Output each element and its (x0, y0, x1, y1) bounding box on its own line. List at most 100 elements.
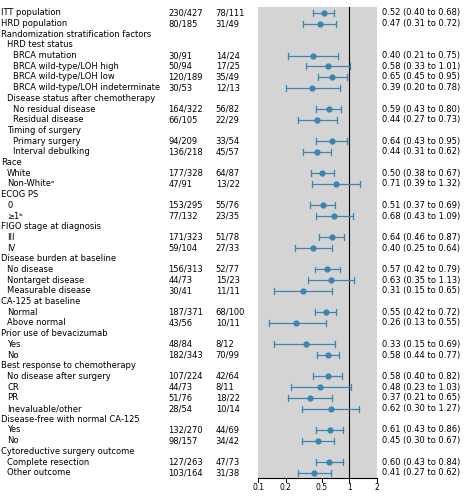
Text: 0.57 (0.42 to 0.79): 0.57 (0.42 to 0.79) (382, 265, 460, 274)
Text: 0.61 (0.43 to 0.86): 0.61 (0.43 to 0.86) (382, 426, 460, 435)
Text: 0.68 (0.43 to 1.09): 0.68 (0.43 to 1.09) (382, 212, 460, 221)
Text: 94/209: 94/209 (168, 137, 197, 146)
Text: 59/104: 59/104 (168, 244, 197, 252)
Text: 78/111: 78/111 (216, 8, 245, 17)
Text: 0.31 (0.15 to 0.65): 0.31 (0.15 to 0.65) (382, 286, 460, 295)
Text: 0.52 (0.40 to 0.68): 0.52 (0.40 to 0.68) (382, 8, 460, 17)
Text: BRCA mutation: BRCA mutation (13, 51, 77, 60)
Text: 127/263: 127/263 (168, 458, 203, 467)
Text: 230/427: 230/427 (168, 8, 203, 17)
Text: 70/99: 70/99 (216, 351, 240, 360)
Text: 0.33 (0.15 to 0.69): 0.33 (0.15 to 0.69) (382, 340, 460, 349)
Text: 80/185: 80/185 (168, 19, 198, 28)
Text: BRCA wild-type/LOH indeterminate: BRCA wild-type/LOH indeterminate (13, 83, 160, 92)
Text: 34/42: 34/42 (216, 436, 240, 445)
Bar (258, 7, 377, 478)
Text: Race: Race (1, 158, 22, 167)
Text: 44/73: 44/73 (168, 275, 192, 285)
Text: 98/157: 98/157 (168, 436, 198, 445)
Text: 30/53: 30/53 (168, 83, 192, 92)
Text: 0.41 (0.27 to 0.62): 0.41 (0.27 to 0.62) (382, 468, 460, 477)
Text: 0.39 (0.20 to 0.78): 0.39 (0.20 to 0.78) (382, 83, 460, 92)
Text: No disease after surgery: No disease after surgery (7, 372, 111, 381)
Text: 0.51 (0.37 to 0.69): 0.51 (0.37 to 0.69) (382, 201, 460, 210)
Text: 44/69: 44/69 (216, 426, 240, 435)
Text: 48/84: 48/84 (168, 340, 192, 349)
Text: 15/23: 15/23 (216, 275, 240, 285)
Text: 0.5: 0.5 (316, 483, 328, 492)
Text: No disease: No disease (7, 265, 54, 274)
Text: 107/224: 107/224 (168, 372, 203, 381)
Text: 156/313: 156/313 (168, 265, 203, 274)
Text: Measurable disease: Measurable disease (7, 286, 91, 295)
Text: Inevaluable/other: Inevaluable/other (7, 404, 82, 413)
Text: 0.64 (0.43 to 0.95): 0.64 (0.43 to 0.95) (382, 137, 460, 146)
Text: 17/25: 17/25 (216, 62, 240, 71)
Text: Non-Whiteᵃ: Non-Whiteᵃ (7, 180, 55, 189)
Text: 0.58 (0.33 to 1.01): 0.58 (0.33 to 1.01) (382, 62, 460, 71)
Text: Other outcome: Other outcome (7, 468, 71, 477)
Text: 8/12: 8/12 (216, 340, 235, 349)
Text: 22/29: 22/29 (216, 115, 239, 124)
Text: 171/323: 171/323 (168, 233, 203, 242)
Text: 52/77: 52/77 (216, 265, 240, 274)
Text: 0.48 (0.23 to 1.03): 0.48 (0.23 to 1.03) (382, 383, 460, 392)
Text: 13/22: 13/22 (216, 180, 240, 189)
Text: BRCA wild-type/LOH high: BRCA wild-type/LOH high (13, 62, 119, 71)
Text: 47/91: 47/91 (168, 180, 192, 189)
Text: 136/218: 136/218 (168, 147, 203, 156)
Text: 0.26 (0.13 to 0.55): 0.26 (0.13 to 0.55) (382, 318, 460, 327)
Text: 177/328: 177/328 (168, 169, 203, 178)
Text: 8/11: 8/11 (216, 383, 235, 392)
Text: CA-125 at baseline: CA-125 at baseline (1, 297, 80, 306)
Text: 43/56: 43/56 (168, 318, 192, 327)
Text: No: No (7, 351, 18, 360)
Text: 0.50 (0.38 to 0.67): 0.50 (0.38 to 0.67) (382, 169, 460, 178)
Text: Disease-free with normal CA-125: Disease-free with normal CA-125 (1, 415, 139, 424)
Text: 44/73: 44/73 (168, 383, 192, 392)
Text: Residual disease: Residual disease (13, 115, 84, 124)
Text: 0.63 (0.35 to 1.13): 0.63 (0.35 to 1.13) (382, 275, 460, 285)
Text: 64/87: 64/87 (216, 169, 240, 178)
Text: PR: PR (7, 393, 18, 402)
Text: FIGO stage at diagnosis: FIGO stage at diagnosis (1, 222, 101, 231)
Text: 182/343: 182/343 (168, 351, 203, 360)
Text: 27/33: 27/33 (216, 244, 240, 252)
Text: 0.47 (0.31 to 0.72): 0.47 (0.31 to 0.72) (382, 19, 460, 28)
Text: 0.59 (0.43 to 0.80): 0.59 (0.43 to 0.80) (382, 105, 460, 114)
Text: 132/270: 132/270 (168, 426, 203, 435)
Text: 33/54: 33/54 (216, 137, 240, 146)
Text: 10/11: 10/11 (216, 318, 239, 327)
Text: 14/24: 14/24 (216, 51, 239, 60)
Text: Above normal: Above normal (7, 318, 66, 327)
Text: 164/322: 164/322 (168, 105, 203, 114)
Text: 30/41: 30/41 (168, 286, 192, 295)
Text: 12/13: 12/13 (216, 83, 240, 92)
Text: 0.58 (0.40 to 0.82): 0.58 (0.40 to 0.82) (382, 372, 460, 381)
Text: No: No (7, 436, 18, 445)
Text: 10/14: 10/14 (216, 404, 239, 413)
Text: 0.40 (0.25 to 0.64): 0.40 (0.25 to 0.64) (382, 244, 460, 252)
Text: HRD population: HRD population (1, 19, 67, 28)
Text: Best response to chemotherapy: Best response to chemotherapy (1, 361, 136, 370)
Text: 47/73: 47/73 (216, 458, 240, 467)
Text: 66/105: 66/105 (168, 115, 198, 124)
Text: No residual disease: No residual disease (13, 105, 96, 114)
Text: Randomization stratification factors: Randomization stratification factors (1, 30, 151, 39)
Text: 31/49: 31/49 (216, 19, 240, 28)
Text: 56/82: 56/82 (216, 105, 240, 114)
Text: 103/164: 103/164 (168, 468, 203, 477)
Text: Interval debulking: Interval debulking (13, 147, 90, 156)
Text: 45/57: 45/57 (216, 147, 240, 156)
Text: Disease status after chemotherapy: Disease status after chemotherapy (7, 94, 155, 103)
Text: 23/35: 23/35 (216, 212, 240, 221)
Text: Primary surgery: Primary surgery (13, 137, 81, 146)
Text: 31/38: 31/38 (216, 468, 240, 477)
Text: 0.58 (0.44 to 0.77): 0.58 (0.44 to 0.77) (382, 351, 460, 360)
Text: CR: CR (7, 383, 19, 392)
Text: 28/54: 28/54 (168, 404, 192, 413)
Text: 0.65 (0.45 to 0.95): 0.65 (0.45 to 0.95) (382, 72, 460, 81)
Text: 0.45 (0.30 to 0.67): 0.45 (0.30 to 0.67) (382, 436, 460, 445)
Text: Yes: Yes (7, 340, 20, 349)
Text: 0.1: 0.1 (252, 483, 264, 492)
